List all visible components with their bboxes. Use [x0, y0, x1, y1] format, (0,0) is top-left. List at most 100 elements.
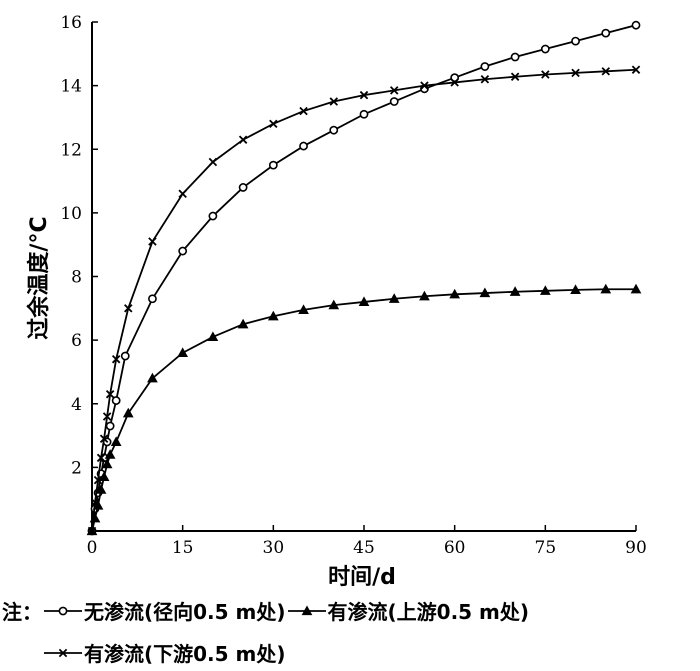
- series-1: [87, 20, 641, 536]
- series-3-point: [269, 119, 278, 129]
- series-2-point: [479, 287, 491, 298]
- series-3-point: [631, 65, 641, 74]
- axes: [91, 22, 636, 532]
- series-1-point: [329, 125, 339, 135]
- series-1-point: [120, 351, 130, 361]
- y-tick-label: 16: [60, 13, 82, 33]
- y-tick-label: 14: [60, 77, 82, 97]
- series-1-point: [299, 141, 308, 151]
- series-3-point: [389, 86, 399, 95]
- series-2-point: [207, 331, 219, 342]
- series-3-point: [148, 237, 157, 246]
- series-1-point: [480, 62, 490, 71]
- series-2-point: [630, 283, 642, 294]
- y-axis-title: 过余温度/°C: [26, 216, 52, 339]
- series-1-point: [238, 183, 248, 192]
- series-3-point: [510, 72, 520, 81]
- series-2-point: [237, 318, 249, 329]
- series-2: [86, 283, 642, 536]
- x-tick-label: 90: [625, 538, 647, 558]
- x-tick-label: 0: [87, 538, 98, 558]
- series-3-point: [124, 304, 133, 313]
- series-3-point: [208, 157, 218, 167]
- series-3-point: [571, 68, 580, 78]
- legend-label-series-1: 无渗流(径向0.5 m处): [84, 600, 286, 624]
- series-3-line: [91, 68, 637, 532]
- series-1-point: [105, 421, 115, 431]
- legend-row-1: 注： 无渗流(径向0.5 m处) 有渗流(上游0.5 m处): [2, 596, 529, 625]
- series-2-point: [101, 458, 113, 469]
- series-2-point: [449, 288, 461, 299]
- series-3-point: [299, 106, 308, 116]
- series-3-point: [105, 389, 115, 399]
- series-1-point: [111, 396, 121, 405]
- legend-row-2: 有渗流(下游0.5 m处): [42, 638, 286, 667]
- series-3-point: [93, 475, 103, 485]
- tick-labels: 0 15 30 45 60 75 90 2 4 6 8 10 12 14 16: [60, 13, 646, 558]
- series-2-point: [267, 310, 279, 321]
- series-3-point: [238, 135, 248, 144]
- legend-symbol-triangle-marker: [301, 604, 312, 615]
- x-tick-label: 15: [172, 538, 194, 558]
- series-3-point: [329, 97, 339, 106]
- series-3-point: [99, 434, 109, 443]
- x-tick-label: 45: [353, 538, 375, 558]
- series-1-point: [178, 246, 188, 256]
- series-3-point: [102, 412, 112, 421]
- series-3-point: [111, 354, 121, 364]
- series-2-point: [358, 296, 370, 307]
- series-2-point: [104, 449, 116, 459]
- y-tick-label: 2: [71, 458, 82, 478]
- series-3-point: [90, 498, 100, 507]
- series-2-point: [298, 304, 309, 315]
- series-1-point: [359, 109, 369, 119]
- series-2-point: [177, 347, 189, 357]
- legend-symbol-circle: [44, 606, 82, 615]
- series-2-point: [122, 407, 134, 418]
- x-tick-label: 60: [444, 538, 466, 558]
- series-1-point: [148, 294, 157, 304]
- series-3-point: [87, 526, 97, 536]
- series-1-point: [631, 20, 641, 30]
- legend-symbol-triangle: [287, 604, 326, 615]
- y-tick-label: 6: [71, 331, 82, 351]
- series-3-point: [359, 90, 369, 100]
- series-1-point: [540, 44, 550, 54]
- series-3-point: [601, 67, 611, 76]
- series-3-point: [541, 70, 550, 79]
- series-2-point: [147, 372, 158, 383]
- series-layer: [86, 20, 642, 536]
- legend-label-series-2: 有渗流(上游0.5 m处): [327, 600, 530, 624]
- series-2-point: [95, 484, 107, 494]
- series-3-point: [178, 189, 187, 199]
- series-1-point: [268, 160, 278, 170]
- tick-marks: [91, 21, 637, 531]
- series-2-point: [98, 471, 110, 482]
- series-3-point: [450, 78, 459, 87]
- series-2-point: [600, 283, 612, 294]
- series-2-point: [328, 299, 340, 310]
- series-3-point: [420, 81, 429, 90]
- x-tick-label: 30: [263, 538, 285, 558]
- series-2-point: [110, 436, 122, 447]
- series-1-point: [571, 36, 580, 46]
- series-3-point: [480, 75, 490, 84]
- y-tick-label: 4: [71, 395, 82, 415]
- x-axis-title: 时间/d: [328, 565, 396, 590]
- x-tick-label: 75: [535, 538, 557, 558]
- series-1-point: [389, 97, 399, 106]
- series-2-point: [509, 286, 521, 296]
- legend-label-series-3: 有渗流(下游0.5 m处): [84, 642, 286, 666]
- series-1-point: [510, 52, 520, 62]
- y-tick-label: 10: [60, 204, 82, 224]
- series-1-point: [601, 28, 611, 38]
- legend-symbol-x: [44, 648, 82, 657]
- series-3: [87, 65, 641, 536]
- legend-prefix: 注：: [2, 600, 42, 624]
- series-2-point: [419, 290, 430, 301]
- series-1-line: [91, 24, 637, 532]
- legend-symbol-circle-marker: [58, 606, 68, 615]
- legend-symbol-x-marker: [58, 648, 68, 657]
- series-2-point: [570, 284, 581, 294]
